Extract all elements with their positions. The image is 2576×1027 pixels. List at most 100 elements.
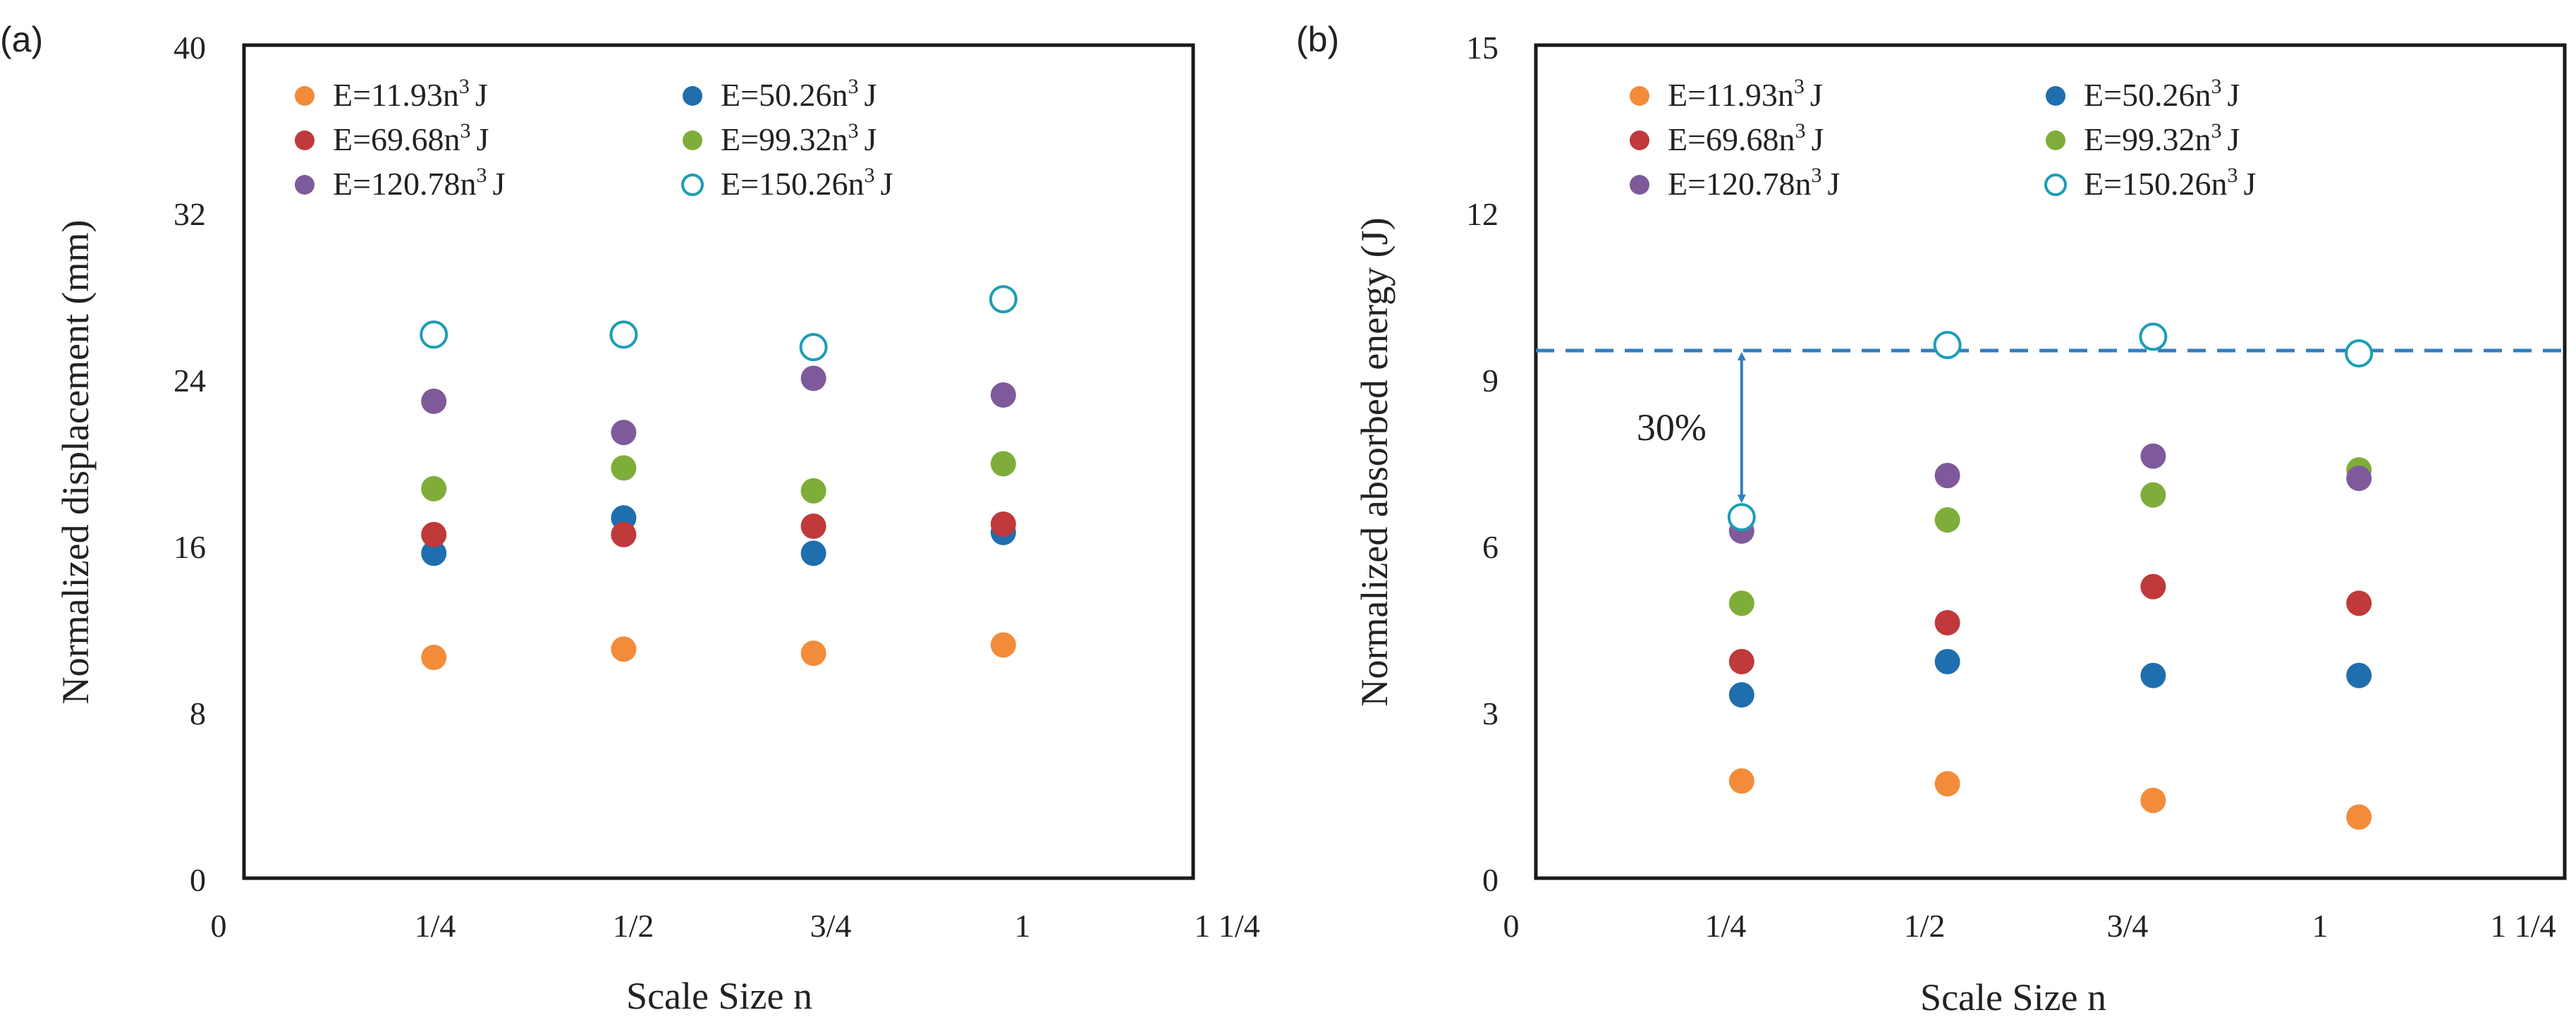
panel-b-legend-label: E=11.93n3 J bbox=[1668, 75, 1823, 113]
panel-a-series bbox=[421, 505, 1016, 566]
panel-b-legend-exponent: 3 bbox=[1794, 75, 1805, 98]
panel-b-data-point bbox=[1728, 682, 1754, 708]
panel-a-legend-n: n bbox=[832, 77, 848, 113]
panel-a-plot-frame bbox=[242, 43, 1195, 880]
panel-a-x-tick-label: 1/2 bbox=[613, 908, 654, 944]
panel-b-y-tick-label: 9 bbox=[1482, 363, 1498, 399]
panel-a-data-points bbox=[420, 285, 1018, 671]
panel-b-series bbox=[1728, 573, 2372, 674]
panel-b-legend-item: E=150.26n3 J bbox=[2044, 164, 2256, 202]
panel-a-legend-label: E=120.78n3 J bbox=[333, 164, 505, 202]
panel-b-legend-item: E=11.93n3 J bbox=[1630, 75, 1823, 113]
panel-a-legend: E=11.93n3 J E=50.26n3 JE=69.68n3 J E=99.32n3 J… bbox=[295, 75, 893, 202]
panel-a-data-point bbox=[611, 636, 637, 662]
panel-a-legend-unit: J bbox=[865, 77, 877, 113]
panel-a-legend-label: E=69.68n3 J bbox=[333, 119, 489, 157]
panel-a-legend-series-name: E=150.26 bbox=[721, 166, 848, 202]
panel-b-data-point bbox=[1934, 648, 1960, 674]
panel-a-data-point bbox=[990, 632, 1016, 658]
panel-a-y-ticks: 0 8 16 24 32 40 bbox=[173, 30, 206, 898]
panel-b-x-tick-label: 1 bbox=[2312, 908, 2328, 944]
panel-a-legend-label: E=11.93n3 J bbox=[333, 75, 488, 113]
panel-a-legend-unit: J bbox=[477, 121, 489, 157]
panel-b-x-tick-label: 1 1/4 bbox=[2490, 908, 2556, 944]
panel-b-data-point bbox=[2140, 787, 2166, 813]
panel-b-data-point bbox=[1934, 771, 1960, 797]
panel-a-data-point bbox=[421, 475, 447, 502]
panel-b-legend-n: n bbox=[2195, 121, 2211, 157]
panel-b-legend-item: E=120.78n3 J bbox=[1630, 164, 1840, 202]
panel-b-legend-series-name: E=99.32 bbox=[2084, 121, 2195, 157]
panel-b-data-point bbox=[2346, 662, 2372, 688]
panel-b-legend-series-name: E=150.26 bbox=[2084, 166, 2211, 202]
panel-b-data-point bbox=[1933, 331, 1962, 360]
panel-a-legend-item: E=99.32n3 J bbox=[683, 119, 877, 157]
panel-b-legend-n: n bbox=[1779, 121, 1795, 157]
panel-b-legend-item: E=99.32n3 J bbox=[2046, 119, 2240, 157]
panel-b-y-tick-label: 15 bbox=[1466, 30, 1498, 66]
panel-a-legend-n: n bbox=[460, 166, 477, 202]
panel-b-data-point bbox=[2140, 482, 2166, 508]
panel-a-legend-unit: J bbox=[475, 77, 488, 113]
panel-b-legend-n: n bbox=[1778, 77, 1794, 113]
panel-b-legend-unit: J bbox=[1812, 121, 1824, 157]
panel-a-legend-marker bbox=[681, 174, 704, 196]
panel-b-legend-n: n bbox=[2211, 166, 2228, 202]
panel-b-y-ticks: 0 3 6 9 12 15 bbox=[1466, 30, 1498, 898]
panel-a-legend-n: n bbox=[832, 121, 848, 157]
panel-a-legend-series-name: E=11.93 bbox=[333, 77, 443, 113]
panel-a-legend-n: n bbox=[443, 77, 459, 113]
panel-a-data-point bbox=[420, 320, 448, 349]
panel-b-legend-exponent: 3 bbox=[2211, 75, 2222, 98]
panel-b-legend-unit: J bbox=[1828, 166, 1841, 202]
panel-a-x-tick-label: 1/4 bbox=[415, 908, 456, 944]
panel-b-legend-label: E=120.78n3 J bbox=[1668, 164, 1840, 202]
panel-a-legend-exponent: 3 bbox=[459, 75, 470, 98]
panel-b-x-tick-label: 3/4 bbox=[2107, 908, 2149, 944]
panel-b-legend-marker bbox=[1630, 175, 1649, 195]
panel-a-legend-series-name: E=99.32 bbox=[721, 121, 832, 157]
panel-b-legend-n: n bbox=[1795, 166, 1812, 202]
panel-a-legend-exponent: 3 bbox=[848, 75, 859, 98]
panel-a-legend-exponent: 3 bbox=[865, 164, 875, 187]
panel-a-legend-item: E=150.26n3 J bbox=[681, 164, 893, 202]
panel-b-legend-marker bbox=[1630, 130, 1649, 150]
panel-a-data-point bbox=[800, 365, 826, 391]
panel-b-x-tick-label: 1/2 bbox=[1904, 908, 1946, 944]
panel-b-data-point bbox=[1727, 503, 1756, 532]
panel-a-data-point bbox=[421, 645, 447, 671]
panel-b-legend-series-name: E=120.78 bbox=[1668, 166, 1795, 202]
panel-b-data-point bbox=[2346, 466, 2372, 492]
panel-a-data-point bbox=[421, 540, 447, 566]
panel-b-data-point bbox=[1934, 463, 1960, 489]
panel-b-legend-item: E=50.26n3 J bbox=[2046, 75, 2240, 113]
panel-a-series bbox=[421, 511, 1016, 547]
panel-b-x-ticks: 0 1/4 1/2 3/4 1 1 1/4 bbox=[1503, 908, 2556, 944]
panel-b-legend-marker bbox=[2044, 174, 2067, 196]
panel-a-label: (a) bbox=[0, 20, 43, 59]
panel-b-legend-series-name: E=11.93 bbox=[1668, 77, 1778, 113]
panel-a-legend-marker bbox=[683, 130, 702, 150]
panel-a-legend-item: E=120.78n3 J bbox=[295, 164, 505, 202]
panel-a-series bbox=[421, 365, 1016, 446]
panel-b-data-points bbox=[1727, 322, 2374, 830]
panel-b-legend-label: E=99.32n3 J bbox=[2084, 119, 2240, 157]
panel-b-data-point bbox=[1728, 768, 1754, 794]
panel-a-y-tick-label: 0 bbox=[190, 862, 206, 898]
panel-b-y-tick-label: 12 bbox=[1466, 196, 1498, 232]
panel-a-legend-unit: J bbox=[493, 166, 506, 202]
panel-a-legend-series-name: E=69.68 bbox=[333, 121, 444, 157]
panel-b-legend-label: E=50.26n3 J bbox=[2084, 75, 2240, 113]
panel-b-label: (b) bbox=[1296, 20, 1339, 59]
panel-b-data-point bbox=[2345, 339, 2374, 367]
panel-a-y-axis-title: Normalized displacement (mm) bbox=[54, 220, 97, 705]
panel-b-energy-chart: (b) Normalized absorbed energy (J) Scale… bbox=[1296, 20, 2567, 1019]
panel-a-legend-marker bbox=[295, 130, 315, 150]
panel-a-legend-n: n bbox=[848, 166, 865, 202]
panel-b-legend-exponent: 3 bbox=[1812, 164, 1822, 187]
panel-a-data-point bbox=[611, 420, 637, 446]
panel-b-legend-label: E=69.68n3 J bbox=[1668, 119, 1824, 157]
panel-b-data-point bbox=[1934, 507, 1960, 533]
panel-a-y-tick-label: 24 bbox=[173, 363, 206, 399]
